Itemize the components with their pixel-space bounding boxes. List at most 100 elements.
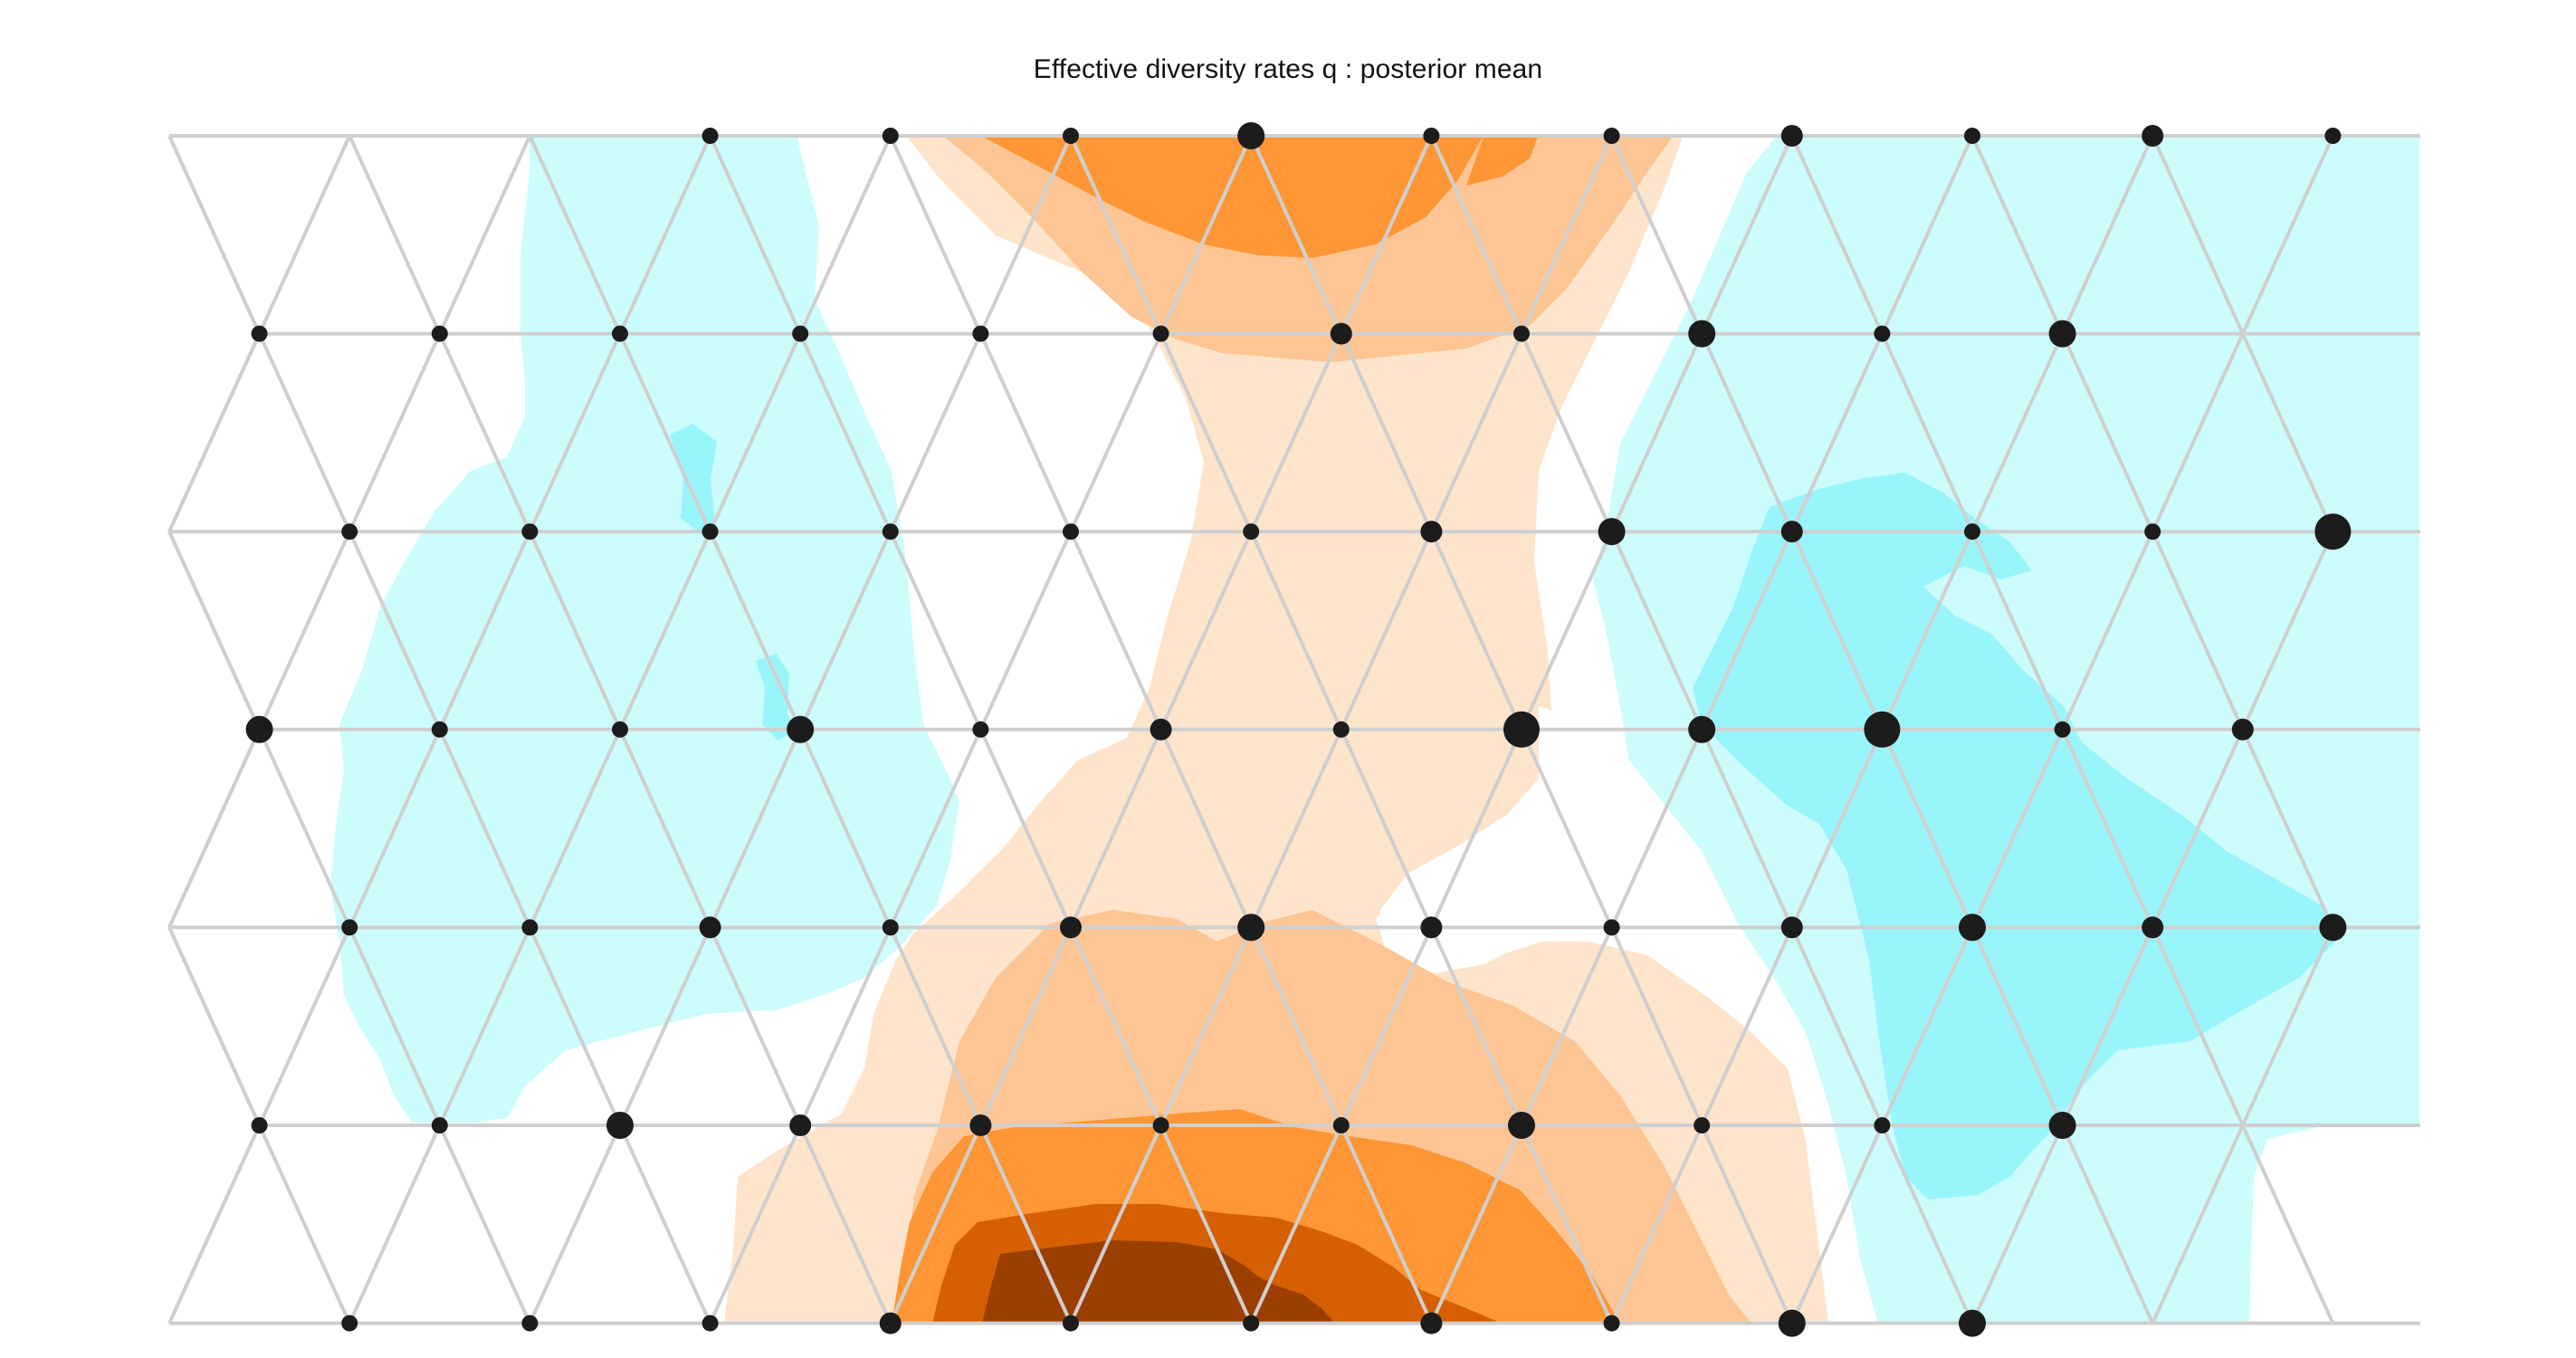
grid-line (1249, 332, 1343, 533)
data-point (1063, 523, 1079, 540)
data-point (2231, 718, 2254, 741)
grid-line (348, 135, 442, 335)
grid-line (2060, 728, 2155, 929)
grid-line (348, 728, 442, 929)
grid-line (1520, 135, 1614, 335)
data-point (1060, 916, 1082, 939)
data-point (1688, 320, 1716, 348)
data-point (1688, 715, 1716, 743)
grid-line (2240, 926, 2335, 1126)
data-point (879, 1312, 902, 1334)
data-point (431, 325, 448, 342)
data-point (1603, 919, 1620, 936)
grid-line (1429, 135, 1523, 335)
data-point (612, 721, 628, 738)
grid-line (1700, 926, 1794, 1126)
grid-line (708, 728, 803, 929)
grid-line (1609, 1124, 1704, 1325)
grid-line (257, 1124, 352, 1325)
grid-line (978, 1124, 1073, 1325)
data-point (1513, 325, 1530, 342)
grid-line (528, 926, 622, 1126)
grid-line (798, 1124, 892, 1325)
grid-line (1789, 332, 1884, 533)
data-point (972, 325, 989, 342)
data-point (1420, 916, 1443, 939)
grid-line (618, 135, 712, 335)
grid-line (348, 332, 442, 533)
grid-line (348, 531, 442, 731)
grid-line (1159, 728, 1254, 929)
contour-cyan-left-dark-a (670, 424, 717, 534)
grid-line (1159, 531, 1254, 731)
data-point (1780, 125, 1803, 147)
grid-line (798, 332, 892, 533)
grid-line (1520, 531, 1614, 731)
grid-line (1069, 1124, 1163, 1325)
grid-line (437, 926, 532, 1126)
grid-line (1700, 531, 1794, 731)
grid-line (978, 728, 1073, 929)
grid-line (1520, 1124, 1614, 1325)
grid-line (257, 135, 352, 335)
grid-line (1789, 531, 1884, 731)
grid-line (1970, 135, 2065, 335)
grid-line (1520, 728, 1614, 929)
data-point (2054, 721, 2071, 738)
grid-line (1339, 531, 1434, 731)
grid-line (2060, 1124, 2155, 1325)
grid-line (2240, 1124, 2335, 1325)
grid-line (2060, 332, 2155, 533)
grid-line (2240, 135, 2335, 335)
grid-line (2240, 531, 2335, 731)
data-point (251, 1117, 268, 1133)
grid-line (618, 728, 712, 929)
data-point (341, 919, 358, 936)
grid-line (167, 531, 262, 731)
data-point (612, 325, 628, 342)
data-point (1063, 1315, 1079, 1332)
data-point (2142, 125, 2164, 147)
data-point (787, 715, 815, 743)
data-point (2142, 916, 2164, 939)
data-point (1598, 518, 1626, 546)
data-point (521, 523, 539, 540)
data-point (701, 1315, 719, 1332)
data-point (1780, 521, 1803, 543)
grid-line (437, 332, 532, 533)
grid-line (348, 1124, 442, 1325)
grid-line (618, 332, 712, 533)
grid-line (1069, 135, 1163, 335)
grid-line (2060, 135, 2155, 335)
data-point (972, 721, 989, 738)
grid-line (888, 531, 983, 731)
grid-line (1249, 531, 1343, 731)
grid-line (1429, 332, 1523, 533)
data-point (882, 128, 899, 144)
grid-line (1700, 332, 1794, 533)
grid-line (1970, 332, 2065, 533)
grid-line (1700, 1124, 1794, 1325)
grid-line (167, 728, 262, 929)
grid-line (888, 332, 983, 533)
grid-line (1880, 332, 1974, 533)
data-point (1420, 521, 1443, 543)
contour-orange-mid-top (978, 134, 1484, 258)
grid-line (888, 728, 983, 929)
data-point (701, 523, 719, 540)
grid-line (708, 531, 803, 731)
grid-line (1609, 728, 1704, 929)
data-point (1959, 913, 1986, 942)
data-point (792, 325, 809, 342)
grid-line (1880, 531, 1974, 731)
data-point (1152, 325, 1169, 342)
data-point (1423, 128, 1440, 144)
data-point (1237, 913, 1265, 942)
data-point (1243, 523, 1260, 540)
grid-line (888, 135, 983, 335)
grid-line (167, 332, 262, 533)
grid-line (618, 1124, 712, 1325)
grid-line (167, 926, 262, 1126)
